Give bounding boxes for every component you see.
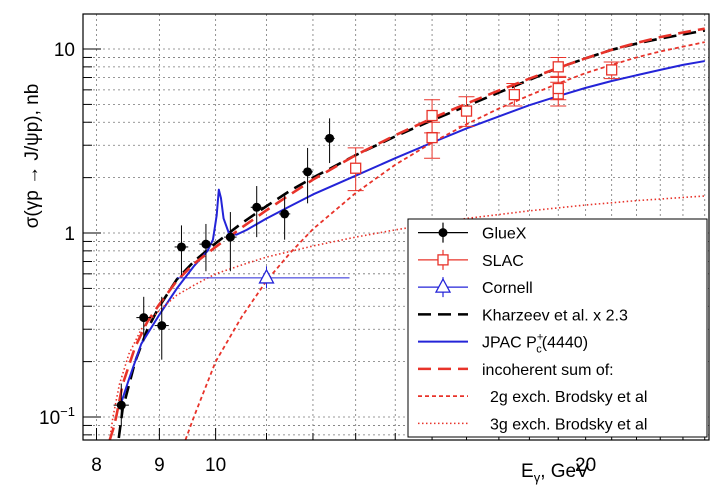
data-point (426, 131, 438, 144)
data-point (508, 88, 521, 101)
x-axis-title-sub: γ (534, 470, 541, 485)
data-point (552, 61, 564, 73)
y-tick-label: 10−1 (39, 404, 75, 429)
legend-label: JPAC P+ c(4440) (482, 332, 588, 356)
data-point (116, 400, 126, 410)
series-points (347, 56, 620, 192)
data-point (426, 109, 438, 122)
legend-label: 2g exch. Brodsky et al (490, 389, 647, 406)
legend-label: 3g exch. Brodsky et al (490, 416, 647, 433)
data-point (552, 82, 564, 95)
data-point (303, 167, 313, 177)
data-point (460, 105, 473, 117)
x-tick-label: 9 (154, 455, 165, 476)
data-point (606, 64, 618, 76)
series-curve (108, 195, 705, 440)
series-points (176, 266, 350, 289)
y-tick-label: 1 (64, 224, 75, 245)
series-curve (108, 27, 705, 440)
x-tick-label: 8 (91, 455, 102, 476)
plot-frame (82, 13, 710, 441)
data-point (176, 242, 186, 252)
legend-entry: 2g exch. Brodsky et al (418, 389, 647, 406)
data-point (225, 232, 235, 242)
y-tick-label: 10 (54, 40, 75, 61)
data-point (139, 313, 149, 323)
legend-entry: SLAC (418, 249, 524, 270)
x-tick-label: 20 (575, 455, 596, 476)
series-curve (184, 41, 705, 440)
data-point (350, 162, 362, 174)
x-tick-label: 10 (205, 455, 226, 476)
legend-label: Kharzeev et al. x 2.3 (482, 307, 628, 324)
series-curve (120, 60, 705, 403)
x-axis-title: Eγ, GeV (521, 461, 589, 485)
legend-entry: GlueX (418, 222, 527, 243)
legend-entry: 3g exch. Brodsky et al (418, 416, 647, 433)
legend-entry: incoherent sum of: (418, 362, 614, 379)
data-point (325, 133, 335, 143)
data-point (252, 202, 262, 212)
series-points (113, 118, 335, 427)
legend-entry: Cornell (418, 277, 533, 298)
legend-label: GlueX (482, 226, 527, 243)
plot-area (108, 27, 705, 440)
axis-tick-labels: 8 9 10 20 10−1 1 10 (39, 40, 596, 476)
legend-entry: Kharzeev et al. x 2.3 (418, 307, 628, 324)
y-axis-title: σ(γp → J/ψp), nb (22, 84, 43, 229)
data-point (437, 254, 449, 266)
data-point (258, 268, 275, 284)
legend-entry: JPAC P+ c(4440) (418, 332, 588, 356)
legend-label: incoherent sum of: (482, 362, 614, 379)
x-axis-title-unit: , GeV (540, 461, 589, 482)
legend-box (407, 218, 708, 438)
data-point (434, 277, 452, 293)
x-axis-title-main: E (521, 461, 534, 482)
data-point (280, 209, 290, 219)
legend-label: SLAC (482, 253, 524, 270)
data-point (157, 321, 167, 331)
data-point (201, 239, 211, 249)
legend: GlueX SLAC Cornell Kharzeev et al. x 2.3 JPA… (407, 218, 708, 438)
data-point (438, 228, 448, 238)
legend-label: Cornell (482, 280, 533, 297)
